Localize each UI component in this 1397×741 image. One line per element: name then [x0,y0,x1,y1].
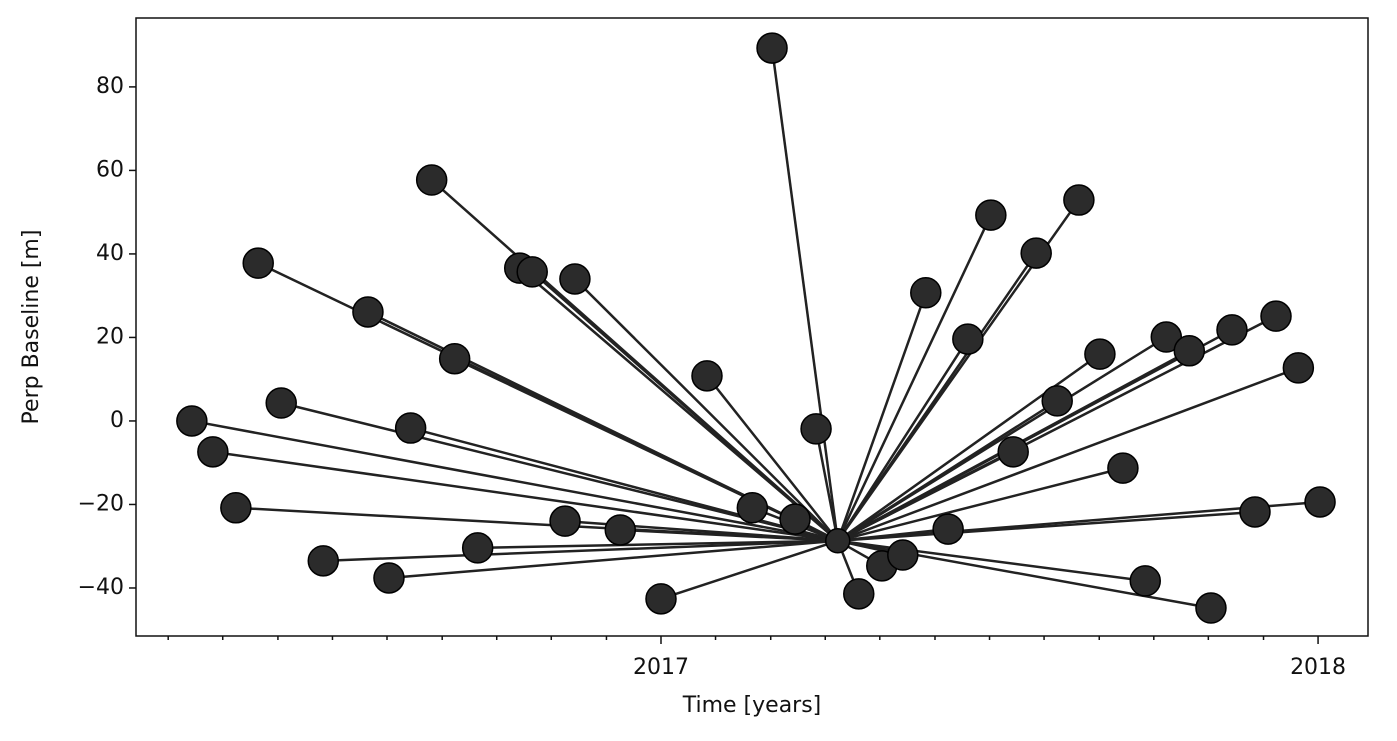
baseline-edge [454,357,839,542]
acquisition-point [1020,237,1052,269]
y-tick-label: −20 [78,491,124,516]
acquisition-point [887,539,919,571]
x-tick-label: 2017 [633,655,689,680]
acquisition-point [952,323,984,355]
y-tick-label: 60 [96,157,124,182]
baseline-edge [531,270,839,542]
acquisition-point [415,164,448,196]
acquisition-point [645,583,677,615]
acquisition-point [1173,335,1206,367]
acquisition-point [1304,486,1336,518]
baseline-edge [814,428,839,542]
acquisition-point [843,578,875,610]
baseline-edge [477,539,838,550]
x-tick-label: 2018 [1290,655,1346,680]
baseline-edge [706,375,839,542]
baseline-edge [660,539,839,601]
baseline-edge [837,315,1277,542]
baseline-edge [837,366,1299,542]
acquisition-point [736,492,769,524]
y-tick-label: −40 [78,575,124,600]
baseline-edge [620,528,838,543]
acquisition-point [516,256,548,288]
acquisition-point [1216,314,1248,346]
acquisition-point [800,413,832,445]
acquisition-point [1084,338,1116,370]
baseline-edge [574,278,839,542]
acquisition-point [756,32,788,64]
acquisition-point [1107,452,1139,484]
acquisition-point [1041,385,1073,417]
acquisition-point [1239,496,1271,528]
baseline-edge [212,450,838,543]
acquisition-point [307,545,340,577]
acquisition-point [461,532,494,564]
baseline-edge [837,466,1124,543]
reference-point [824,528,851,554]
baseline-edge [323,539,838,563]
acquisition-point [394,412,427,444]
baseline-edge [770,47,839,541]
acquisition-point [604,514,637,546]
acquisition-point [997,436,1029,468]
acquisition-point [1063,184,1095,216]
acquisition-point [373,562,405,594]
baseline-edge [410,426,839,543]
baseline-edge [837,335,1167,542]
y-tick-label: 20 [96,324,124,349]
baseline-edge [837,328,1233,542]
acquisition-point [352,296,384,328]
acquisition-point [1129,565,1162,597]
acquisition-point [265,387,297,419]
y-tick-label: 40 [96,241,124,266]
y-tick-label: 0 [110,408,124,433]
acquisition-point [176,405,208,437]
baseline-edge [191,419,838,543]
baseline-edge [836,214,992,542]
plot-frame [135,17,1369,637]
y-axis-label: Perp Baseline [m] [19,230,44,425]
acquisition-point [932,513,964,545]
acquisition-point [910,277,942,309]
baseline-edge [836,292,927,542]
acquisition-point [559,263,591,295]
acquisition-point [1282,352,1315,384]
acquisition-point [1195,592,1227,624]
baseline-edge [388,539,838,580]
acquisition-point [1150,321,1183,353]
acquisition-point [779,503,811,535]
baseline-edge [837,353,1101,542]
acquisition-point [220,492,252,524]
y-tick-label: 80 [96,74,124,99]
x-axis-label: Time [years] [682,693,822,718]
acquisition-point [549,505,581,537]
acquisition-point [197,436,229,468]
acquisition-point [438,342,471,375]
acquisition-point [975,199,1007,231]
acquisition-point [691,360,723,392]
acquisition-point [242,247,274,279]
acquisition-point [1260,300,1292,332]
